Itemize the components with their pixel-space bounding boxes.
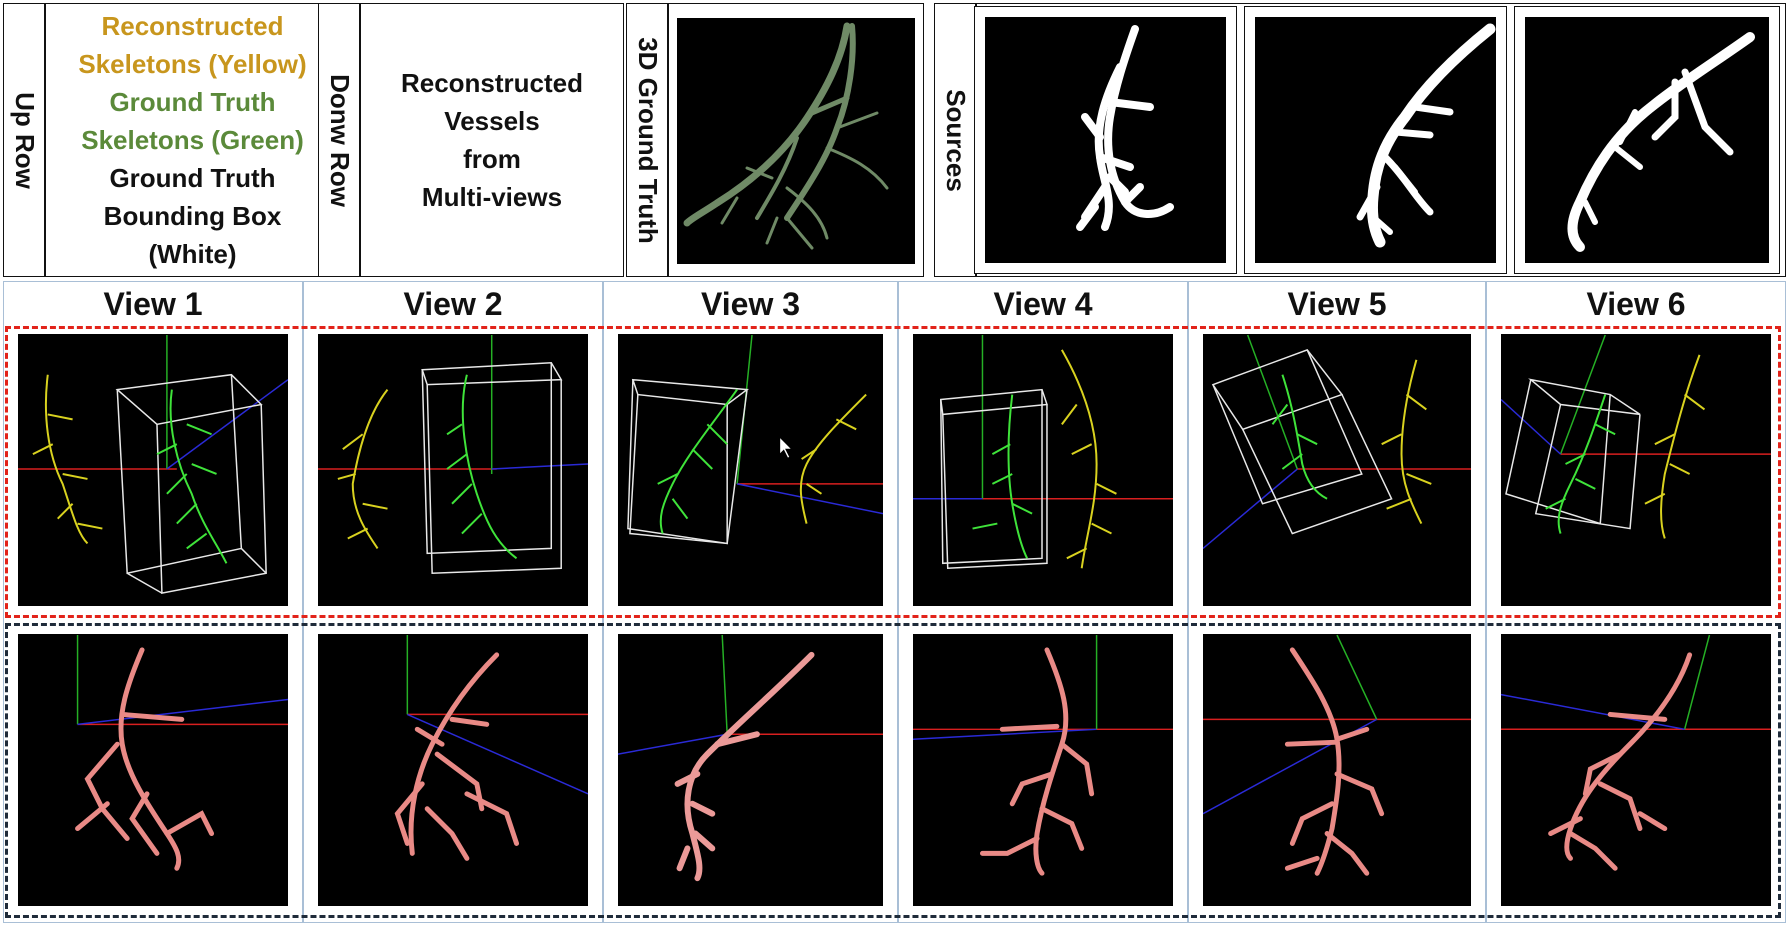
gt3d-label: 3D Ground Truth [632,36,663,244]
view-3-skeleton-panel [618,334,883,606]
view-1-vessel-panel [18,634,288,906]
view-title: View 5 [1287,286,1387,322]
source-frame-2 [1244,6,1507,274]
view-4-vessel-panel [913,634,1173,906]
view-column-2: View 2 [303,281,603,923]
up-row-label: Up Row [9,91,40,189]
view-title: View 4 [993,286,1093,322]
source-image-3 [1525,17,1769,263]
gt3d-image [677,18,915,264]
view-column-1: View 1 [3,281,303,923]
view-5-skeleton-panel [1203,334,1471,606]
legend-green-line1: Ground Truth [109,87,276,117]
view-5-vessel-panel [1203,634,1471,906]
legend-yellow-line1: Reconstructed [101,11,284,41]
divider [359,4,361,276]
sources-label: Sources [940,88,971,192]
legend-white-line3: (White) [148,239,237,269]
down-row-box: Donw Row Reconstructed Vessels from Mult… [318,3,624,277]
view-4-skeleton-panel [913,334,1173,606]
view-6-skeleton-panel [1501,334,1771,606]
gt3d-box: 3D Ground Truth [626,3,924,277]
view-6-vessel-panel [1501,634,1771,906]
up-row-legend-box: Up Row Reconstructed Skeletons (Yellow) … [3,3,340,277]
view-2-vessel-panel [318,634,588,906]
source-frame-3 [1514,6,1780,274]
view-2-skeleton-panel [318,334,588,606]
view-title: View 3 [700,286,801,322]
legend-yellow-line2: Skeletons (Yellow) [78,49,307,79]
divider [667,4,669,276]
source-image-1 [985,17,1226,263]
legend-white-line1: Ground Truth [109,163,276,193]
view-column-6: View 6 [1486,281,1786,923]
legend-white-line2: Bounding Box [103,201,282,231]
down-row-label: Donw Row [324,73,355,207]
view-3-vessel-panel [618,634,883,906]
view-column-4: View 4 [898,281,1188,923]
view-1-skeleton-panel [18,334,288,606]
view-column-5: View 5 [1188,281,1486,923]
source-image-2 [1255,17,1496,263]
legend-green-line2: Skeletons (Green) [81,125,304,155]
view-title: View 1 [103,286,203,322]
view-column-3: View 3 [603,281,898,923]
down-row-description: Reconstructed Vessels from Multi-views [400,68,584,212]
divider [44,4,46,276]
view-title: View 6 [1586,286,1686,322]
source-frame-1 [974,6,1237,274]
up-row-legend: Reconstructed Skeletons (Yellow) Ground … [46,6,339,274]
view-title: View 2 [403,286,503,322]
